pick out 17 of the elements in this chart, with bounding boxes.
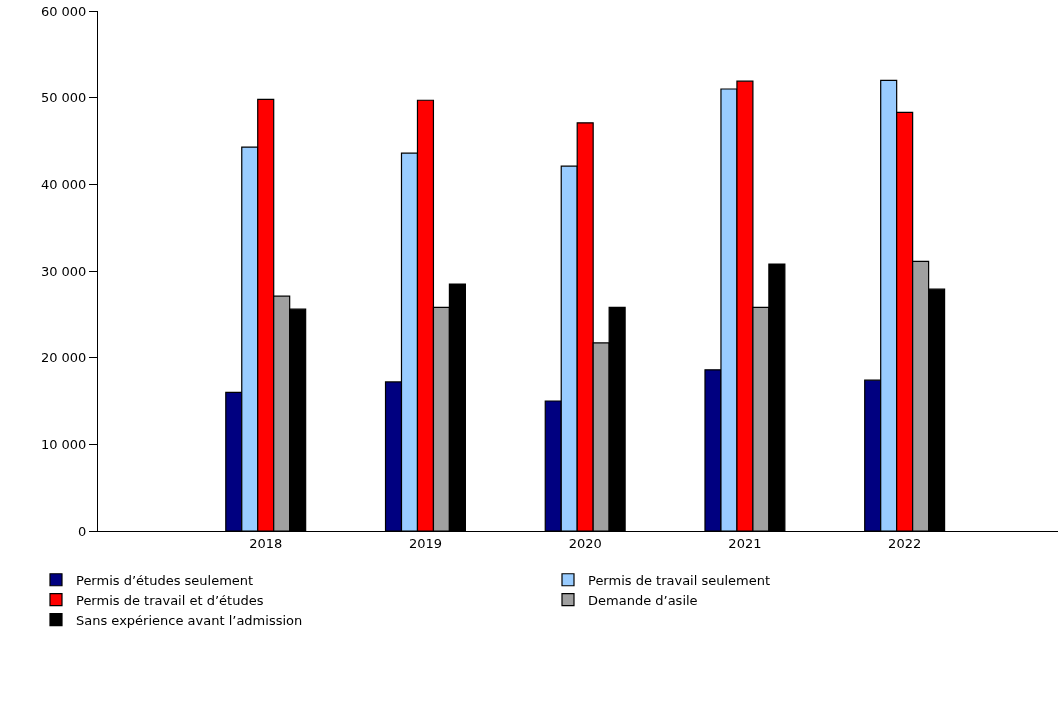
x-tick-label: 2021 (728, 535, 762, 551)
x-tick-label: 2019 (408, 535, 442, 551)
legend-label: Permis de travail et d’études (76, 592, 264, 608)
y-tick-label: 0 (78, 523, 87, 539)
legend-label: Permis de travail seulement (588, 572, 771, 588)
y-tick-label: 30 000 (40, 263, 87, 279)
legend-label: Sans expérience avant l’admission (76, 612, 303, 628)
y-tick-label: 40 000 (40, 176, 87, 192)
legend-label: Permis d’études seulement (76, 572, 254, 588)
y-tick-label: 20 000 (40, 350, 87, 366)
x-tick-label: 2018 (249, 535, 283, 551)
y-tick-label: 10 000 (40, 436, 87, 452)
y-tick-label: 60 000 (40, 3, 87, 19)
legend-label: Demande d’asile (588, 592, 698, 608)
x-tick-label: 2022 (888, 535, 922, 551)
y-tick-label: 50 000 (40, 90, 87, 106)
x-tick-label: 2020 (568, 535, 602, 551)
